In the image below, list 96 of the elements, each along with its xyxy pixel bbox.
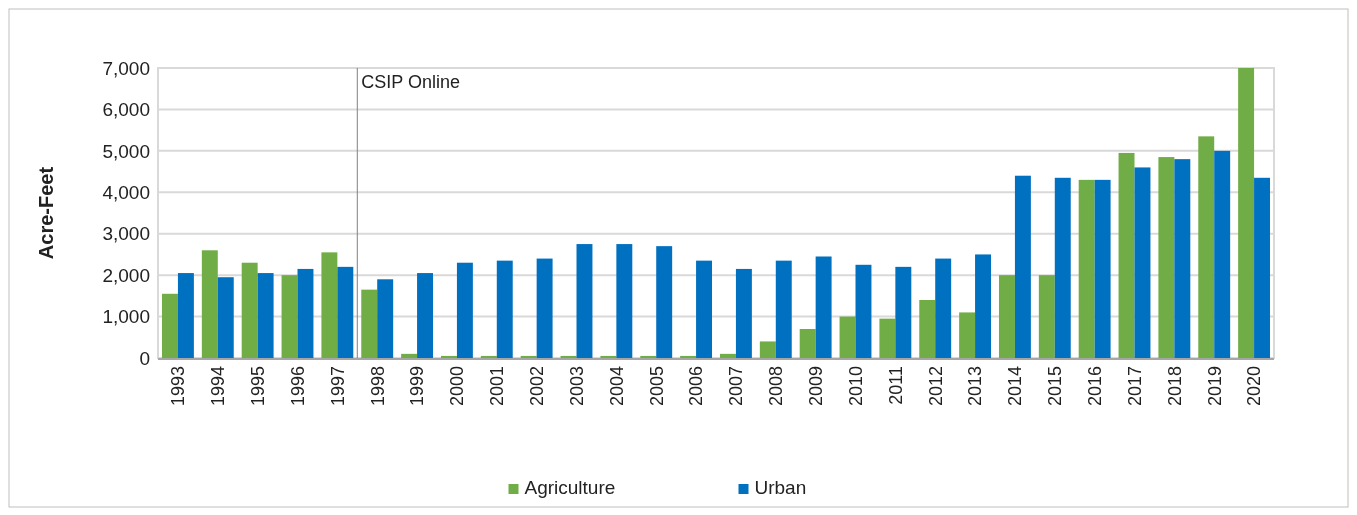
y-tick-label: 7,000 [102, 57, 150, 79]
x-tick-label: 1997 [327, 366, 348, 407]
legend-label: Urban [754, 477, 807, 498]
bar [998, 275, 1015, 358]
x-tick-label: 2015 [1045, 366, 1066, 407]
bar [919, 300, 936, 358]
bar [600, 355, 617, 358]
bar [1054, 177, 1071, 358]
x-tick-label: 2007 [726, 366, 747, 407]
x-tick-label: 2012 [925, 366, 946, 407]
x-tick-label: 2018 [1164, 366, 1185, 407]
x-tick-label: 2000 [447, 366, 468, 407]
x-tick-label: 1998 [367, 366, 388, 407]
bar [480, 355, 497, 358]
bar [759, 341, 776, 358]
x-tick-label: 2005 [646, 366, 667, 407]
bar [1174, 159, 1191, 358]
y-tick-label: 2,000 [102, 264, 150, 286]
bar [217, 277, 234, 358]
x-tick-label: 2004 [606, 366, 627, 407]
bar [257, 273, 274, 358]
bar [161, 293, 178, 358]
bar [560, 355, 577, 358]
bar [241, 262, 258, 358]
y-tick-label: 0 [139, 347, 150, 369]
bar [1198, 136, 1215, 358]
bar [401, 353, 418, 358]
bar [1038, 275, 1055, 358]
bar [815, 256, 832, 358]
legend-label: Agriculture [524, 477, 616, 498]
x-tick-label: 1996 [287, 366, 308, 407]
bar [616, 244, 633, 358]
x-tick-label: 2009 [805, 366, 826, 407]
y-tick-label: 1,000 [102, 306, 150, 328]
bar [1118, 152, 1135, 358]
bar [1134, 167, 1151, 358]
bar [297, 268, 314, 358]
bar [496, 260, 513, 358]
bar [959, 312, 976, 358]
bar [775, 260, 792, 358]
x-tick-label: 2011 [885, 366, 906, 405]
bar [1078, 179, 1095, 358]
bar [1254, 177, 1271, 358]
bar [337, 266, 354, 358]
bar [656, 246, 673, 358]
y-tick-label: 4,000 [102, 181, 150, 203]
bar [281, 275, 298, 358]
y-tick-label: 3,000 [102, 223, 150, 245]
bar [895, 266, 912, 358]
x-tick-label: 1993 [168, 366, 189, 407]
bar [440, 355, 457, 358]
bar [576, 244, 593, 358]
bar [177, 273, 194, 358]
bar [1014, 175, 1031, 358]
bar [417, 273, 434, 358]
y-axis-title: Acre-Feet [35, 166, 57, 260]
ref-line-label: CSIP Online [361, 72, 460, 92]
x-tick-label: 2008 [766, 366, 787, 407]
x-tick-label: 1995 [247, 366, 268, 407]
bar [520, 355, 537, 358]
bar [321, 252, 338, 358]
bar [536, 258, 553, 358]
bar [839, 316, 856, 358]
bar [696, 260, 713, 358]
x-tick-label: 2014 [1005, 366, 1026, 407]
x-tick-label: 2013 [965, 366, 986, 407]
bar [855, 264, 872, 358]
x-tick-label: 2003 [566, 366, 587, 407]
y-tick-label: 6,000 [102, 99, 150, 121]
bar [1094, 179, 1111, 358]
bar [975, 254, 992, 358]
x-tick-label: 2010 [845, 366, 866, 407]
bar [201, 250, 218, 358]
bar [799, 329, 816, 358]
bar [456, 262, 473, 358]
x-tick-label: 2016 [1084, 366, 1105, 407]
bar [1238, 68, 1255, 358]
bar [735, 268, 752, 358]
x-tick-label: 2020 [1244, 366, 1265, 407]
x-tick-label: 2006 [686, 366, 707, 407]
bar [1158, 157, 1175, 358]
y-tick-label: 5,000 [102, 140, 150, 162]
x-tick-label: 2017 [1124, 366, 1145, 407]
bar [935, 258, 952, 358]
bar [377, 279, 394, 358]
x-tick-label: 2001 [487, 366, 508, 407]
bar [640, 355, 657, 358]
bar [719, 353, 736, 358]
x-tick-label: 2019 [1204, 366, 1225, 407]
x-tick-label: 1994 [208, 366, 229, 407]
x-tick-label: 1999 [407, 366, 428, 407]
bar [879, 318, 896, 358]
bar [680, 355, 697, 358]
bar [1214, 150, 1231, 358]
x-tick-label: 2002 [526, 366, 547, 407]
bar [361, 289, 378, 358]
